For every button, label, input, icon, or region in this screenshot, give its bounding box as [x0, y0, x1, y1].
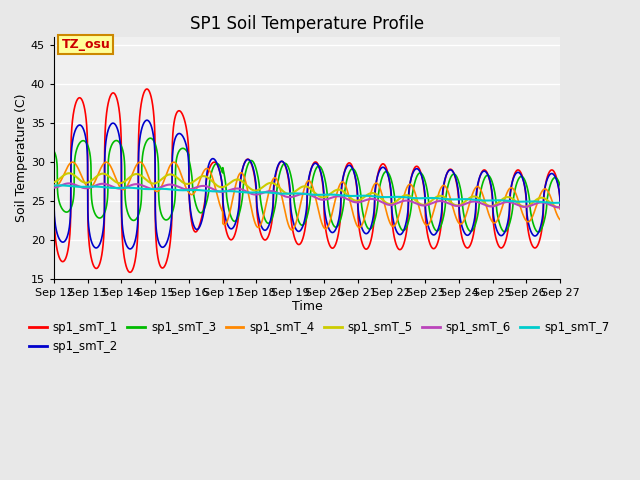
- sp1_smT_1: [535, 239, 543, 245]
- sp1_smT_3: [290, 192, 298, 198]
- sp1_smT_6: [535, 200, 543, 205]
- sp1_smT_7: [529, 199, 536, 204]
- sp1_smT_7: [435, 195, 442, 201]
- sp1_smT_6: [555, 204, 563, 210]
- sp1_smT_2: [222, 217, 230, 223]
- Line: sp1_smT_4: sp1_smT_4: [54, 162, 560, 230]
- sp1_smT_5: [65, 170, 73, 176]
- sp1_smT_4: [68, 159, 76, 165]
- X-axis label: Time: Time: [292, 300, 323, 312]
- sp1_smT_7: [550, 200, 558, 206]
- sp1_smT_1: [50, 179, 58, 184]
- sp1_smT_6: [556, 204, 564, 210]
- sp1_smT_4: [222, 221, 230, 227]
- sp1_smT_4: [50, 182, 58, 188]
- sp1_smT_1: [222, 228, 230, 233]
- sp1_smT_6: [50, 185, 58, 191]
- sp1_smT_3: [435, 228, 442, 233]
- sp1_smT_2: [50, 183, 58, 189]
- Line: sp1_smT_1: sp1_smT_1: [54, 89, 560, 272]
- sp1_smT_2: [529, 232, 537, 238]
- sp1_smT_6: [420, 203, 428, 208]
- Y-axis label: Soil Temperature (C): Soil Temperature (C): [15, 94, 28, 223]
- sp1_smT_3: [534, 229, 542, 235]
- sp1_smT_7: [535, 199, 543, 204]
- sp1_smT_5: [556, 204, 564, 210]
- Line: sp1_smT_3: sp1_smT_3: [54, 138, 560, 232]
- sp1_smT_3: [556, 183, 564, 189]
- sp1_smT_3: [222, 185, 230, 191]
- sp1_smT_2: [535, 228, 543, 234]
- sp1_smT_1: [290, 232, 298, 238]
- sp1_smT_6: [290, 193, 298, 199]
- sp1_smT_7: [420, 195, 428, 201]
- sp1_smT_4: [556, 217, 564, 223]
- sp1_smT_7: [222, 188, 230, 194]
- Line: sp1_smT_2: sp1_smT_2: [54, 120, 560, 249]
- sp1_smT_2: [556, 202, 564, 208]
- sp1_smT_5: [50, 180, 58, 185]
- sp1_smT_1: [126, 269, 134, 275]
- sp1_smT_1: [420, 187, 428, 192]
- Line: sp1_smT_5: sp1_smT_5: [54, 173, 560, 207]
- sp1_smT_7: [50, 183, 58, 189]
- sp1_smT_3: [147, 135, 154, 141]
- Line: sp1_smT_7: sp1_smT_7: [54, 185, 560, 203]
- sp1_smT_7: [56, 182, 63, 188]
- sp1_smT_6: [222, 189, 230, 194]
- sp1_smT_6: [529, 202, 536, 208]
- sp1_smT_1: [143, 86, 151, 92]
- sp1_smT_2: [143, 117, 151, 123]
- Text: TZ_osu: TZ_osu: [61, 38, 110, 51]
- sp1_smT_3: [50, 148, 58, 154]
- sp1_smT_5: [222, 183, 230, 189]
- Title: SP1 Soil Temperature Profile: SP1 Soil Temperature Profile: [190, 15, 424, 33]
- sp1_smT_1: [529, 243, 537, 249]
- sp1_smT_2: [435, 226, 442, 231]
- sp1_smT_7: [290, 191, 298, 196]
- Legend: sp1_smT_1, sp1_smT_2, sp1_smT_3, sp1_smT_4, sp1_smT_5, sp1_smT_6, sp1_smT_7: sp1_smT_1, sp1_smT_2, sp1_smT_3, sp1_smT…: [24, 316, 614, 358]
- sp1_smT_3: [535, 229, 543, 235]
- sp1_smT_3: [529, 219, 536, 225]
- sp1_smT_2: [290, 221, 298, 227]
- Line: sp1_smT_6: sp1_smT_6: [54, 183, 560, 207]
- sp1_smT_5: [435, 193, 442, 199]
- sp1_smT_6: [435, 198, 442, 204]
- sp1_smT_5: [290, 190, 298, 195]
- sp1_smT_4: [420, 220, 428, 226]
- sp1_smT_5: [555, 204, 563, 210]
- sp1_smT_4: [435, 192, 442, 197]
- sp1_smT_2: [126, 246, 134, 252]
- sp1_smT_4: [288, 227, 296, 233]
- sp1_smT_7: [556, 200, 564, 205]
- sp1_smT_4: [529, 213, 537, 219]
- sp1_smT_3: [420, 175, 428, 181]
- sp1_smT_2: [420, 184, 428, 190]
- sp1_smT_1: [435, 238, 442, 243]
- sp1_smT_4: [290, 226, 298, 231]
- sp1_smT_6: [65, 180, 73, 186]
- sp1_smT_5: [535, 195, 543, 201]
- sp1_smT_1: [556, 206, 564, 212]
- sp1_smT_5: [529, 200, 536, 205]
- sp1_smT_5: [420, 202, 428, 208]
- sp1_smT_4: [535, 195, 543, 201]
